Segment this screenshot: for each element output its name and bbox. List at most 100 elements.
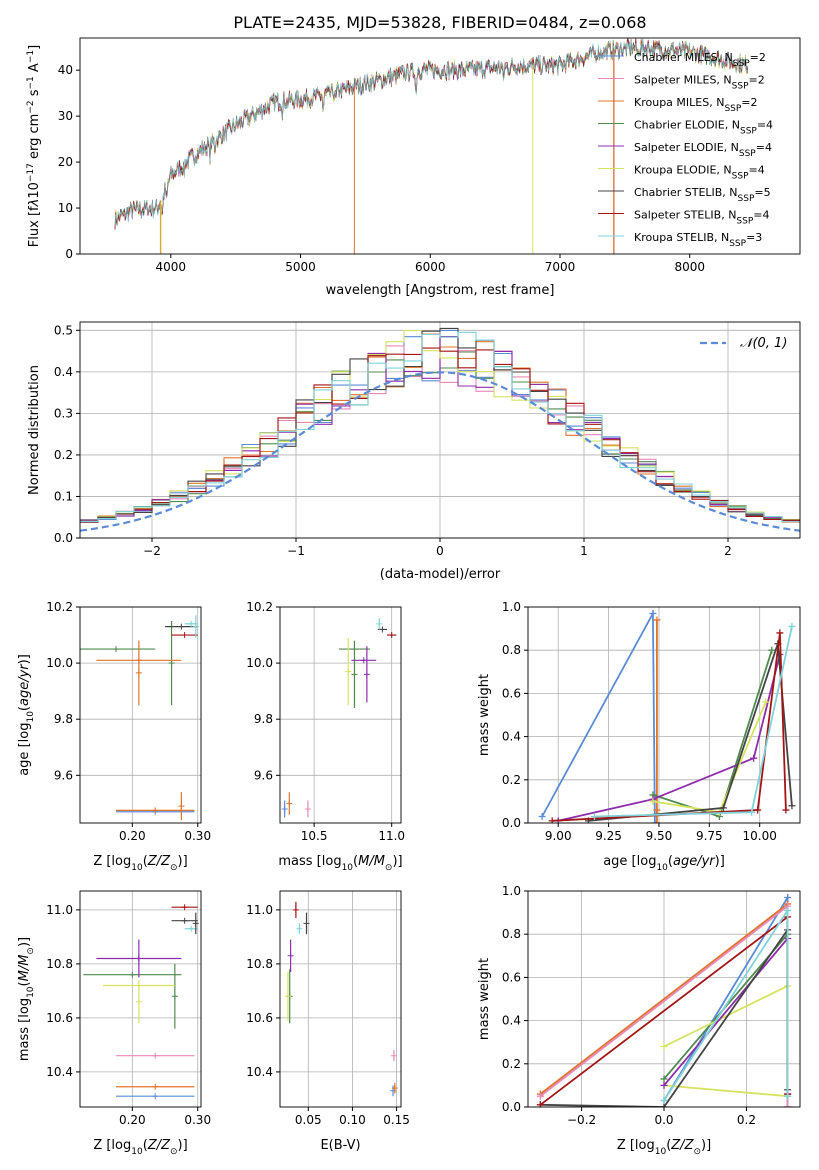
- panel-spectrum: 4000 5000 6000 7000 8000 0 10 20 30 40 wavelength …: [26, 37, 801, 298]
- x-axis-label: E(B-V): [320, 1138, 360, 1153]
- spectrum-salpeter-elodie: [114, 38, 749, 229]
- plot-area-mass-weight-vs-age: [538, 609, 796, 823]
- tick-label-x: 10.00: [743, 829, 777, 843]
- tick-label-y: 10.8: [246, 957, 273, 971]
- tick-label-y: 11.0: [246, 903, 273, 917]
- data-point: [135, 955, 142, 962]
- tick-label-x: 8000: [674, 260, 705, 274]
- data-point: [351, 671, 358, 678]
- tick-label-y: 0.3: [54, 406, 73, 420]
- panel-mass-weight-vs-Z: −0.2 0.0 0.2 0.0 0.2 0.4 0.6 0.8 1.0 Z [log10(Z/Z…: [477, 884, 801, 1157]
- x-axis-label: Z [log10(Z/Z⊙)]: [617, 1138, 711, 1157]
- axes-frame: [527, 606, 801, 824]
- data-point: [754, 806, 762, 814]
- data-point: [188, 620, 195, 627]
- legend: Chabrier MILES, NSSP=2 Salpeter MILES, NS…: [598, 51, 773, 249]
- data-point: [649, 609, 657, 617]
- tick-label-y: 0.6: [502, 970, 521, 984]
- data-point: [152, 1052, 159, 1059]
- panel-age-vs-Z: 0.20 0.30 9.6 9.8 10.0 10.2 Z [log10(Z/Z⊙)] age…: [17, 600, 211, 873]
- legend-entry: Chabrier STELIB, NSSP=5: [634, 186, 771, 204]
- data-point: [768, 646, 776, 654]
- tick-label-y: 10.0: [246, 656, 273, 670]
- tick-label-x: 0.20: [119, 1113, 146, 1127]
- spectrum-kroupa-stelib: [114, 38, 749, 225]
- tick-label-x: 4000: [156, 260, 187, 274]
- x-axis-label: mass [log10(M/M⊙)]: [278, 854, 402, 873]
- data-point: [303, 920, 310, 927]
- tick-label-x: 0.05: [295, 1113, 322, 1127]
- y-axis-label: Flux [fλ10−17 erg cm−2 s−1 A−1]: [26, 45, 42, 247]
- plot-area-mass-vs-EBV: [284, 901, 398, 1097]
- panel-residuals: −2 −1 0 1 2 0.0 0.1 0.2 0.3 0.4 0.5 (data-model)/er…: [27, 321, 801, 582]
- tick-label-y: 0.5: [54, 323, 73, 337]
- tick-label-x: 9.50: [646, 829, 673, 843]
- tick-label-x: 1: [580, 544, 588, 558]
- tick-label-x: 0.0: [654, 1113, 673, 1127]
- frame-mass-vs-Z: 0.20 0.30 10.4 10.6 10.8 11.0: [46, 890, 211, 1127]
- plot-area-mass-vs-Z: [83, 904, 199, 1100]
- data-point: [181, 917, 188, 924]
- panel-mass-weight-vs-age: 9.00 9.25 9.50 9.75 10.00 0.0 0.2 0.4 0.6 0.8 1.0 a…: [477, 600, 801, 873]
- normal-reference-curve: [80, 371, 800, 532]
- data-point: [181, 632, 188, 639]
- legend-entry: Kroupa ELODIE, NSSP=4: [634, 164, 765, 182]
- data-point: [178, 623, 185, 630]
- data-point: [181, 904, 188, 911]
- data-point: [112, 646, 119, 653]
- legend-entry: Salpeter MILES, NSSP=2: [634, 74, 765, 92]
- data-point: [750, 754, 758, 762]
- data-point: [784, 906, 792, 914]
- plot-area-spectrum: [114, 38, 749, 254]
- data-point: [649, 797, 657, 805]
- data-point: [188, 925, 195, 932]
- axes-frame: [79, 37, 801, 255]
- tick-label-y: 10.6: [46, 1011, 73, 1025]
- y-axis-label: Normed distribution: [27, 365, 42, 495]
- legend-entry: Kroupa MILES, NSSP=2: [634, 96, 758, 114]
- data-point: [152, 807, 159, 814]
- data-point: [192, 920, 199, 927]
- data-point: [363, 671, 370, 678]
- plot-area-residuals: [80, 327, 800, 532]
- histogram-salpeter-stelib: [80, 347, 800, 523]
- plot-area-age-vs-mass: [281, 618, 397, 818]
- data-point: [784, 893, 792, 901]
- tick-label-x: 0.20: [119, 829, 146, 843]
- tick-label-y: 10.2: [246, 600, 273, 614]
- axes-frame: [79, 890, 202, 1108]
- y-axis-label: mass [log10(M/M⊙)]: [17, 937, 36, 1061]
- data-point: [391, 1085, 398, 1092]
- frame-age-vs-Z: 0.20 0.30 9.6 9.8 10.0 10.2: [46, 600, 211, 843]
- frame-mass-vs-EBV: 0.05 0.10 0.15 10.4 10.6 10.8 11.0: [246, 890, 410, 1127]
- data-point: [788, 802, 796, 810]
- legend-entry: Kroupa STELIB, NSSP=3: [634, 231, 762, 249]
- tick-label-x: 0.10: [339, 1113, 366, 1127]
- tick-label-y: 10.2: [46, 600, 73, 614]
- tick-label-x: 0.30: [184, 1113, 211, 1127]
- data-point: [660, 1043, 668, 1051]
- tick-label-y: 11.0: [46, 903, 73, 917]
- tick-label-x: 5000: [285, 260, 316, 274]
- data-point: [660, 1103, 668, 1107]
- data-point: [379, 626, 386, 633]
- y-axis-label: mass weight: [477, 958, 492, 1040]
- data-point: [152, 1093, 159, 1100]
- data-point: [296, 925, 303, 932]
- tick-label-y: 20: [58, 155, 73, 169]
- data-point: [536, 1101, 544, 1107]
- tick-label-y: 0.1: [54, 489, 73, 503]
- tick-label-x: 6000: [415, 260, 446, 274]
- tick-label-y: 9.8: [54, 712, 73, 726]
- data-point: [660, 1097, 668, 1105]
- tick-label-x: 0.30: [184, 829, 211, 843]
- tick-label-y: 40: [58, 63, 73, 77]
- tick-label-y: 10.4: [246, 1065, 273, 1079]
- data-point: [653, 616, 661, 624]
- tick-label-x: −1: [287, 544, 305, 558]
- data-point: [345, 668, 352, 675]
- tick-label-y: 10: [58, 201, 73, 215]
- x-axis-label: wavelength [Angstrom, rest frame]: [326, 283, 555, 298]
- tick-label-x: 7000: [545, 260, 576, 274]
- tick-label-y: 30: [58, 109, 73, 123]
